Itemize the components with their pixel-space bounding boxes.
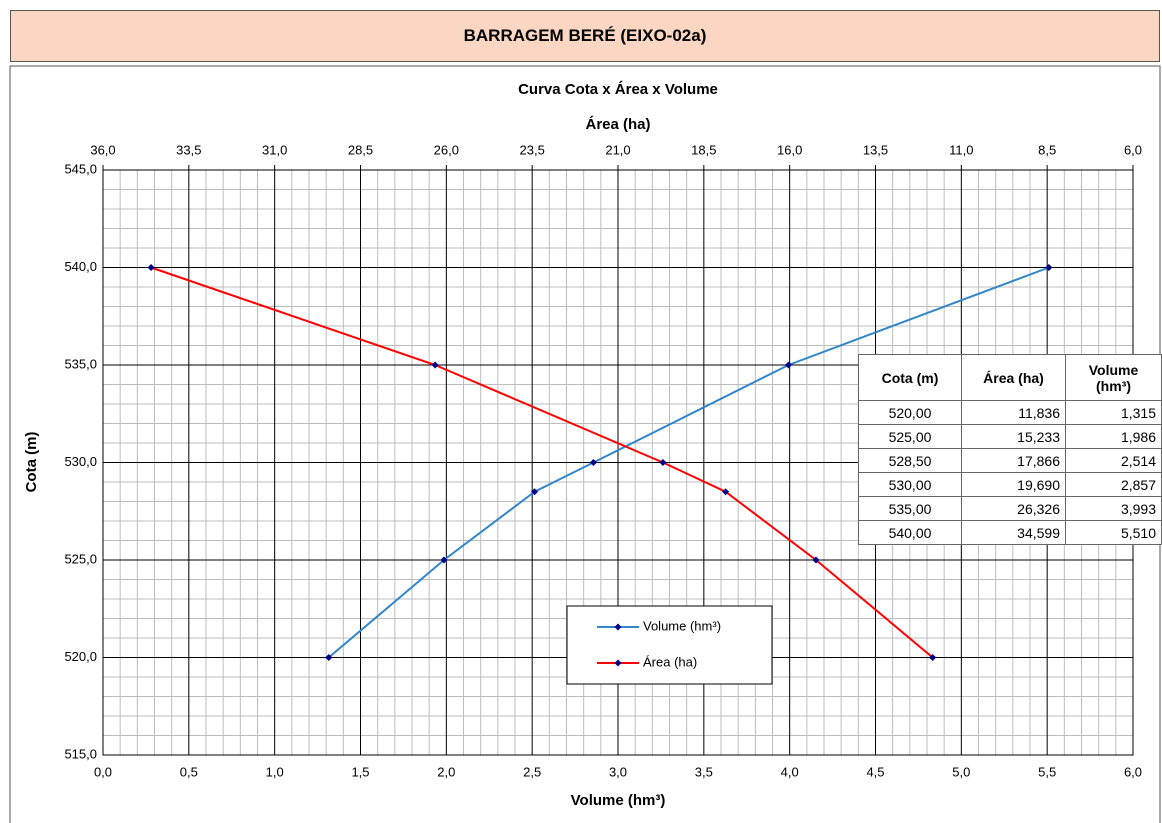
legend-box (566, 605, 773, 685)
x2-tick-label: 33,5 (176, 142, 201, 157)
table-cell: 1,986 (1065, 424, 1162, 449)
x-tick-label: 5,5 (1038, 764, 1056, 779)
x2-tick-label: 8,5 (1038, 142, 1056, 157)
y-tick-label: 535,0 (64, 356, 97, 371)
y-tick-label: 515,0 (64, 746, 97, 761)
x2-tick-label: 36,0 (90, 142, 115, 157)
table-cell: 1,315 (1065, 400, 1162, 425)
series-line (150, 266, 934, 659)
x2-tick-label: 26,0 (434, 142, 459, 157)
x-tick-label: 4,0 (781, 764, 799, 779)
table-cell: 2,514 (1065, 448, 1162, 473)
data-point (531, 488, 539, 496)
data-point (722, 488, 730, 496)
x2-tick-label: 31,0 (262, 142, 287, 157)
table-row: 535,00 26,326 3,993 (858, 496, 1162, 521)
data-point (440, 556, 448, 564)
data-point (431, 361, 439, 369)
table-cell: 530,00 (858, 472, 962, 497)
y-tick-label: 540,0 (64, 259, 97, 274)
header: BARRAGEM BERÉ (EIXO-02a) (10, 10, 1160, 62)
x2-tick-label: 23,5 (520, 142, 545, 157)
y-axis-label: Cota (m) (23, 432, 40, 493)
x-tick-label: 2,5 (523, 764, 541, 779)
table-row: 540,00 34,599 5,510 (858, 520, 1162, 545)
chart-title: Curva Cota x Área x Volume (518, 81, 718, 98)
data-point (812, 556, 820, 564)
x2-axis-label: Área (ha) (585, 116, 650, 133)
table-cell: 520,00 (858, 400, 962, 425)
table-cell: 26,326 (961, 496, 1066, 521)
x2-tick-label: 16,0 (777, 142, 802, 157)
x-axis-label: Volume (hm³) (571, 792, 666, 809)
x2-tick-label: 11,0 (949, 142, 973, 157)
x-tick-label: 3,5 (695, 764, 713, 779)
y-tick-label: 545,0 (64, 161, 97, 176)
series-line (328, 266, 1050, 659)
table-row: 525,00 15,233 1,986 (858, 424, 1162, 449)
legend-label: Volume (hm³) (643, 618, 721, 633)
x2-tick-label: 13,5 (863, 142, 888, 157)
x-tick-label: 4,5 (866, 764, 884, 779)
table-cell: 15,233 (961, 424, 1066, 449)
data-point (1045, 264, 1053, 271)
table-cell: 2,857 (1065, 472, 1162, 497)
table-cell: 528,50 (858, 448, 962, 473)
data-point (929, 654, 937, 661)
data-point (659, 459, 667, 466)
data-table: Cota (m) Área (ha) Volume (hm³) 520,00 11,83… (858, 354, 1162, 545)
x-tick-label: 5,0 (952, 764, 970, 779)
x-tick-label: 1,0 (266, 764, 284, 779)
x2-tick-label: 28,5 (348, 142, 373, 157)
table-header: Cota (m) (858, 354, 962, 401)
data-point (147, 264, 155, 271)
table-header-row: Cota (m) Área (ha) Volume (hm³) (858, 354, 1162, 401)
table-cell: 17,866 (961, 448, 1066, 473)
x2-tick-label: 6,0 (1124, 142, 1142, 157)
y-tick-label: 530,0 (64, 454, 97, 469)
table-row: 528,50 17,866 2,514 (858, 448, 1162, 473)
y-tick-label: 525,0 (64, 551, 97, 566)
x-tick-label: 1,5 (351, 764, 369, 779)
data-point (589, 459, 597, 466)
table-header: Área (ha) (961, 354, 1066, 401)
x-tick-label: 2,0 (437, 764, 455, 779)
table-row: 530,00 19,690 2,857 (858, 472, 1162, 497)
x-tick-label: 3,0 (609, 764, 627, 779)
table-header: Volume (hm³) (1065, 354, 1162, 401)
data-point (784, 361, 792, 369)
data-point (325, 654, 333, 661)
table-cell: 34,599 (961, 520, 1066, 545)
header-title: BARRAGEM BERÉ (EIXO-02a) (463, 26, 707, 45)
legend-marker (614, 659, 622, 667)
x-tick-label: 0,0 (94, 764, 112, 779)
table-cell: 19,690 (961, 472, 1066, 497)
x2-tick-label: 18,5 (691, 142, 716, 157)
x-tick-label: 6,0 (1124, 764, 1142, 779)
table-cell: 11,836 (961, 400, 1066, 425)
table-cell: 525,00 (858, 424, 962, 449)
table-row: 520,00 11,836 1,315 (858, 400, 1162, 425)
legend-marker (614, 623, 622, 631)
table-cell: 3,993 (1065, 496, 1162, 521)
legend-label: Área (ha) (643, 654, 697, 669)
table-cell: 5,510 (1065, 520, 1162, 545)
y-tick-label: 520,0 (64, 649, 97, 664)
table-cell: 535,00 (858, 496, 962, 521)
table-cell: 540,00 (858, 520, 962, 545)
x-tick-label: 0,5 (180, 764, 198, 779)
x2-tick-label: 21,0 (605, 142, 630, 157)
